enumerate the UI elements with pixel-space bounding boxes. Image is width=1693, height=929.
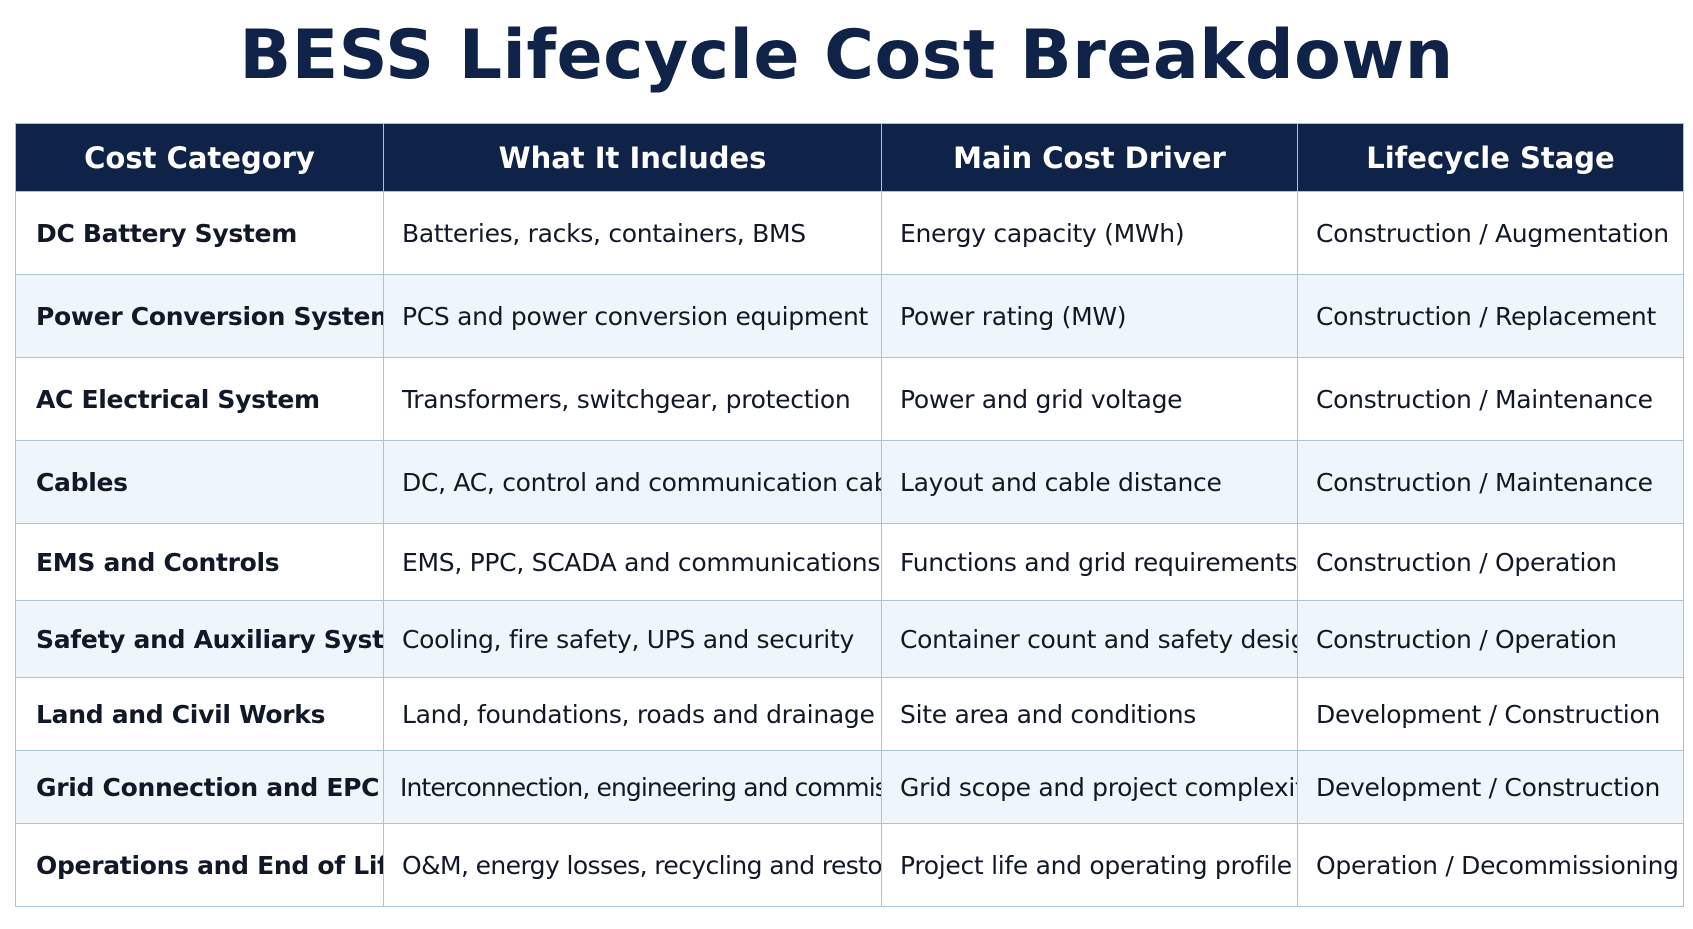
header-main-cost-driver: Main Cost Driver (881, 123, 1298, 192)
table-row: EMS and Controls EMS, PPC, SCADA and com… (15, 523, 1684, 601)
table-row: Grid Connection and EPC Interconnection,… (15, 750, 1684, 824)
header-lifecycle-stage: Lifecycle Stage (1297, 123, 1684, 192)
cell-includes: Interconnection, engineering and commiss… (383, 750, 882, 824)
table-row: Power Conversion System PCS and power co… (15, 274, 1684, 358)
cell-stage: Construction / Operation (1297, 523, 1684, 601)
cell-stage: Operation / Decommissioning (1297, 823, 1684, 907)
cell-stage: Construction / Maintenance (1297, 440, 1684, 524)
cell-category: DC Battery System (15, 191, 384, 275)
cell-stage: Construction / Augmentation (1297, 191, 1684, 275)
header-cost-category: Cost Category (15, 123, 384, 192)
cell-includes: O&M, energy losses, recycling and restor… (383, 823, 882, 907)
table-row: DC Battery System Batteries, racks, cont… (15, 191, 1684, 275)
cell-category: Cables (15, 440, 384, 524)
cell-stage: Development / Construction (1297, 750, 1684, 824)
cell-driver: Site area and conditions (881, 677, 1298, 751)
table-header-row: Cost Category What It Includes Main Cost… (15, 123, 1684, 192)
table-row: Land and Civil Works Land, foundations, … (15, 677, 1684, 751)
cell-stage: Development / Construction (1297, 677, 1684, 751)
cell-driver: Layout and cable distance (881, 440, 1298, 524)
cell-driver: Energy capacity (MWh) (881, 191, 1298, 275)
cell-includes: Transformers, switchgear, protection (383, 357, 882, 441)
cell-category: Power Conversion System (15, 274, 384, 358)
cell-includes: PCS and power conversion equipment (383, 274, 882, 358)
cell-includes: DC, AC, control and communication cables (383, 440, 882, 524)
cell-category: Land and Civil Works (15, 677, 384, 751)
cell-category: AC Electrical System (15, 357, 384, 441)
cell-includes: Batteries, racks, containers, BMS (383, 191, 882, 275)
page-title: BESS Lifecycle Cost Breakdown (239, 16, 1454, 95)
table-row: AC Electrical System Transformers, switc… (15, 357, 1684, 441)
cell-category: EMS and Controls (15, 523, 384, 601)
table-row: Operations and End of Life O&M, energy l… (15, 823, 1684, 907)
cell-driver: Power and grid voltage (881, 357, 1298, 441)
cell-includes: Land, foundations, roads and drainage (383, 677, 882, 751)
cell-driver: Grid scope and project complexity (881, 750, 1298, 824)
cell-driver: Functions and grid requirements (881, 523, 1298, 601)
cell-stage: Construction / Replacement (1297, 274, 1684, 358)
cell-driver: Power rating (MW) (881, 274, 1298, 358)
cell-category: Grid Connection and EPC (15, 750, 384, 824)
cell-includes: Cooling, fire safety, UPS and security (383, 600, 882, 678)
header-what-it-includes: What It Includes (383, 123, 882, 192)
cell-stage: Construction / Operation (1297, 600, 1684, 678)
cell-driver: Container count and safety design (881, 600, 1298, 678)
cell-stage: Construction / Maintenance (1297, 357, 1684, 441)
table-row: Safety and Auxiliary Systems Cooling, fi… (15, 600, 1684, 678)
cell-category: Safety and Auxiliary Systems (15, 600, 384, 678)
cell-category: Operations and End of Life (15, 823, 384, 907)
table-row: Cables DC, AC, control and communication… (15, 440, 1684, 524)
cell-includes: EMS, PPC, SCADA and communications (383, 523, 882, 601)
cost-breakdown-table: Cost Category What It Includes Main Cost… (15, 123, 1684, 907)
cell-driver: Project life and operating profile (881, 823, 1298, 907)
